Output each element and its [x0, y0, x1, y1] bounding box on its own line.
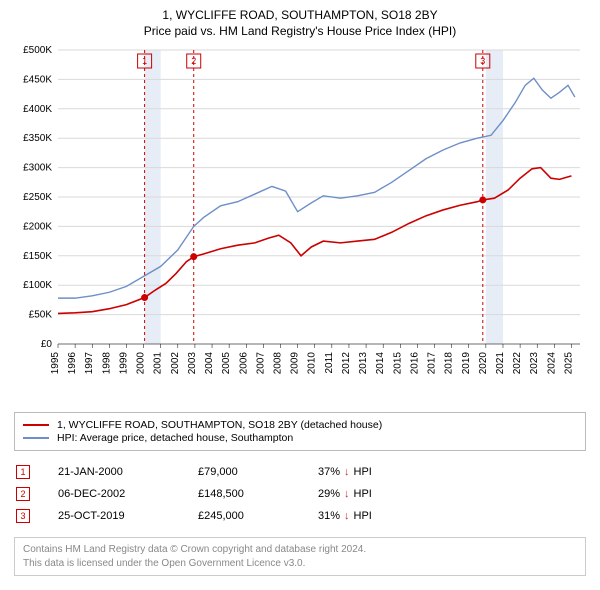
marker-pct: 37%: [318, 466, 340, 478]
svg-text:2020: 2020: [478, 352, 489, 375]
svg-text:£450K: £450K: [23, 74, 52, 85]
marker-diff-label: HPI: [354, 510, 372, 522]
svg-text:£400K: £400K: [23, 104, 52, 115]
marker-diff-label: HPI: [354, 466, 372, 478]
chart-subtitle: Price paid vs. HM Land Registry's House …: [14, 24, 586, 38]
svg-text:2012: 2012: [341, 352, 352, 375]
svg-text:2025: 2025: [563, 352, 574, 375]
line-chart: £0 £50K £100K £150K £200K £250K £300K £350K £400…: [14, 44, 586, 404]
svg-text:2001: 2001: [153, 352, 164, 375]
svg-text:2018: 2018: [444, 352, 455, 375]
marker-diff: 29% ↓ HPI: [318, 488, 372, 500]
svg-text:1996: 1996: [67, 352, 78, 375]
marker-price: £79,000: [198, 466, 318, 478]
marker-row: 2 06-DEC-2002 £148,500 29% ↓ HPI: [14, 483, 586, 505]
root: 1, WYCLIFFE ROAD, SOUTHAMPTON, SO18 2BY …: [0, 0, 600, 590]
svg-text:2015: 2015: [392, 352, 403, 375]
down-arrow-icon: ↓: [344, 488, 350, 500]
title-block: 1, WYCLIFFE ROAD, SOUTHAMPTON, SO18 2BY …: [14, 8, 586, 38]
legend-item: 1, WYCLIFFE ROAD, SOUTHAMPTON, SO18 2BY …: [23, 419, 577, 431]
down-arrow-icon: ↓: [344, 510, 350, 522]
legend: 1, WYCLIFFE ROAD, SOUTHAMPTON, SO18 2BY …: [14, 412, 586, 451]
marker-row: 1 21-JAN-2000 £79,000 37% ↓ HPI: [14, 461, 586, 483]
svg-text:£300K: £300K: [23, 163, 52, 174]
legend-label: 1, WYCLIFFE ROAD, SOUTHAMPTON, SO18 2BY …: [57, 419, 382, 431]
legend-swatch: [23, 424, 49, 426]
marker-pct: 31%: [318, 510, 340, 522]
svg-text:2003: 2003: [187, 352, 198, 375]
marker-badge: 3: [16, 509, 30, 523]
svg-text:2014: 2014: [375, 352, 386, 375]
down-arrow-icon: ↓: [344, 466, 350, 478]
svg-text:£150K: £150K: [23, 251, 52, 262]
svg-text:2017: 2017: [427, 352, 438, 375]
svg-text:2019: 2019: [461, 352, 472, 375]
svg-text:2023: 2023: [529, 352, 540, 375]
svg-text:2004: 2004: [204, 352, 215, 375]
chart-title: 1, WYCLIFFE ROAD, SOUTHAMPTON, SO18 2BY: [14, 8, 586, 22]
svg-text:1: 1: [142, 56, 147, 66]
marker-date: 25-OCT-2019: [58, 510, 198, 522]
svg-text:2013: 2013: [358, 352, 369, 375]
svg-text:2007: 2007: [255, 352, 266, 375]
svg-text:2016: 2016: [409, 352, 420, 375]
marker-price: £245,000: [198, 510, 318, 522]
svg-text:2006: 2006: [238, 352, 249, 375]
legend-label: HPI: Average price, detached house, Sout…: [57, 432, 293, 444]
svg-text:£50K: £50K: [29, 310, 53, 321]
svg-text:£100K: £100K: [23, 280, 52, 291]
attribution: Contains HM Land Registry data © Crown c…: [14, 537, 586, 576]
svg-text:2002: 2002: [170, 352, 181, 375]
marker-table: 1 21-JAN-2000 £79,000 37% ↓ HPI 2 06-DEC…: [14, 461, 586, 527]
svg-text:2005: 2005: [221, 352, 232, 375]
marker-diff-label: HPI: [354, 488, 372, 500]
svg-text:1999: 1999: [118, 352, 129, 375]
svg-text:2009: 2009: [290, 352, 301, 375]
marker-date: 21-JAN-2000: [58, 466, 198, 478]
svg-text:2011: 2011: [324, 352, 335, 374]
legend-item: HPI: Average price, detached house, Sout…: [23, 432, 577, 444]
legend-swatch: [23, 437, 49, 439]
marker-badge: 1: [16, 465, 30, 479]
svg-text:2021: 2021: [495, 352, 506, 375]
marker-diff: 37% ↓ HPI: [318, 466, 372, 478]
svg-text:2000: 2000: [136, 352, 147, 375]
marker-date: 06-DEC-2002: [58, 488, 198, 500]
svg-text:2008: 2008: [272, 352, 283, 375]
svg-text:£200K: £200K: [23, 221, 52, 232]
svg-text:1997: 1997: [84, 352, 95, 375]
svg-text:£250K: £250K: [23, 192, 52, 203]
svg-text:2024: 2024: [546, 352, 557, 375]
marker-diff: 31% ↓ HPI: [318, 510, 372, 522]
svg-text:2010: 2010: [307, 352, 318, 375]
attribution-line: This data is licensed under the Open Gov…: [23, 557, 577, 571]
svg-text:1995: 1995: [50, 352, 61, 375]
svg-text:1998: 1998: [101, 352, 112, 375]
marker-pct: 29%: [318, 488, 340, 500]
svg-text:£500K: £500K: [23, 45, 52, 56]
svg-text:3: 3: [480, 56, 485, 66]
svg-text:2022: 2022: [512, 352, 523, 375]
marker-badge: 2: [16, 487, 30, 501]
svg-text:£0: £0: [41, 339, 53, 350]
attribution-line: Contains HM Land Registry data © Crown c…: [23, 543, 577, 557]
marker-price: £148,500: [198, 488, 318, 500]
chart-area: £0 £50K £100K £150K £200K £250K £300K £350K £400…: [14, 44, 586, 404]
svg-text:£350K: £350K: [23, 133, 52, 144]
svg-text:2: 2: [191, 56, 196, 66]
marker-row: 3 25-OCT-2019 £245,000 31% ↓ HPI: [14, 505, 586, 527]
